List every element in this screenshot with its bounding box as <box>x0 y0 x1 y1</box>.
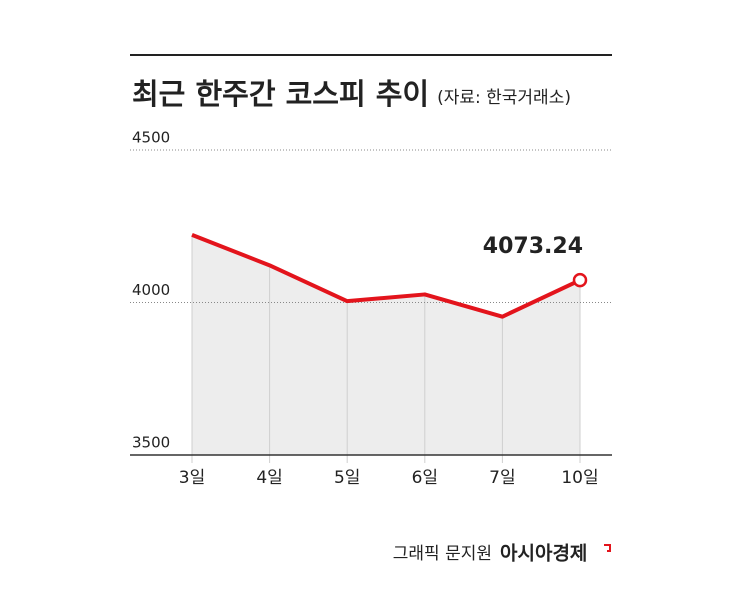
x-tick-label: 7일 <box>489 468 515 488</box>
x-tick-label: 10일 <box>561 468 598 488</box>
x-tick-label: 4일 <box>256 468 282 488</box>
chart-title: 최근 한주간 코스피 추이 <box>132 77 429 111</box>
x-tick-label: 6일 <box>412 468 438 488</box>
line <box>191 232 581 319</box>
end-marker <box>572 272 588 288</box>
x-tick-label: 3일 <box>179 468 205 488</box>
y-tick-label: 4000 <box>132 281 170 299</box>
value-label: 4073.24 <box>483 234 583 259</box>
chart-subtitle: (자료: 한국거래소) <box>437 88 571 108</box>
x-tick-label: 5일 <box>334 468 360 488</box>
logo: 아시아경제 <box>500 543 587 565</box>
logo-mark <box>604 544 611 552</box>
y-tick-label: 3500 <box>132 434 170 452</box>
y-tick-label: 4500 <box>132 129 170 147</box>
credit: 그래픽 문지원 <box>393 544 492 564</box>
area <box>192 234 580 455</box>
